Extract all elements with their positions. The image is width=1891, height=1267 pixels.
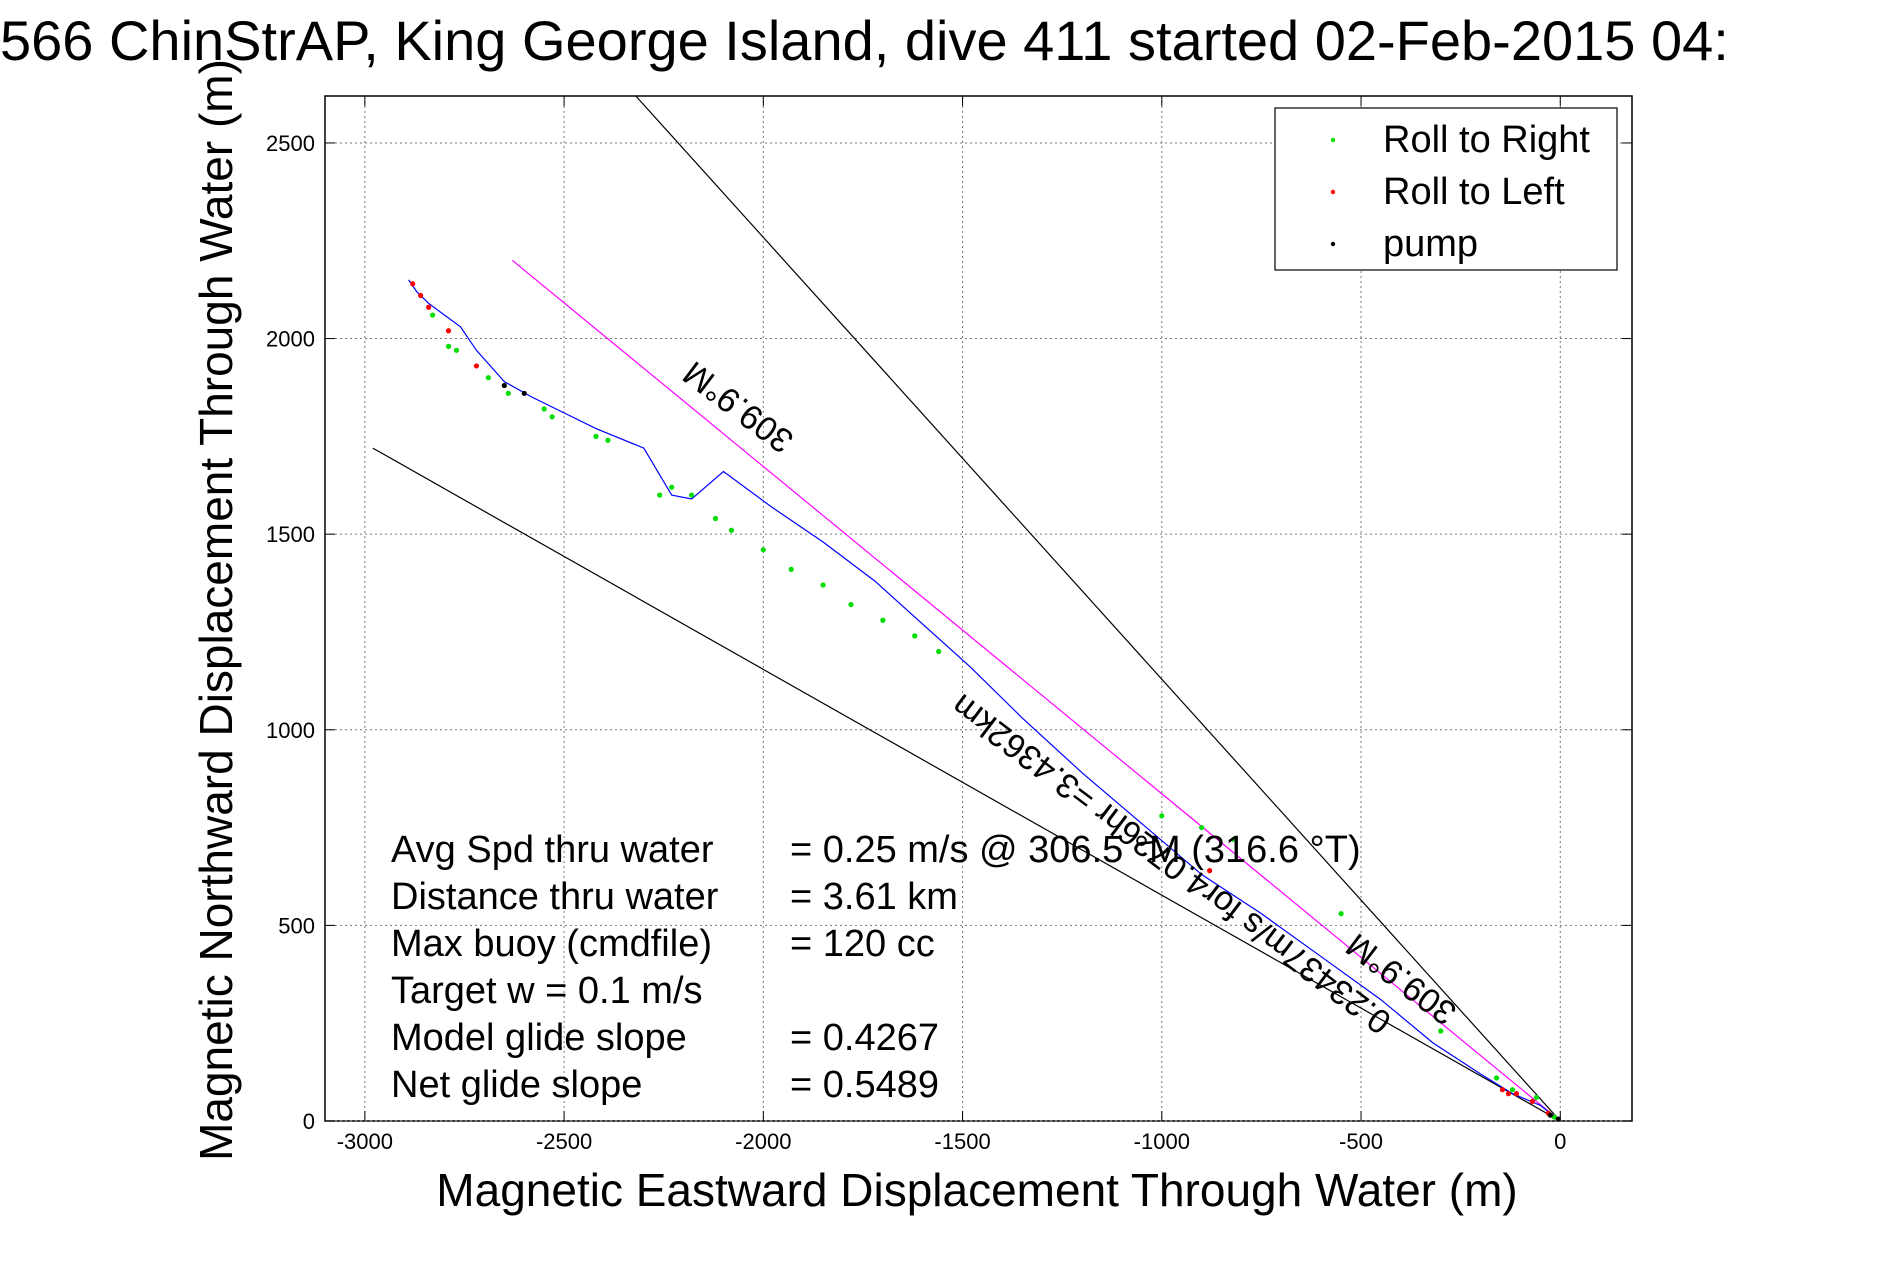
data-point [445,343,452,349]
data-point [445,328,452,334]
data-point [605,437,611,443]
stat-label: Distance thru water [391,876,719,918]
stat-label: Avg Spd thru water [391,829,714,871]
data-point [1551,1114,1557,1120]
stat-label: Max buoy (cmdfile) [391,923,712,965]
legend-label: Roll to Left [1383,171,1565,213]
x-tick-label: -1500 [934,1129,990,1154]
y-axis-label: Magnetic Northward Displacement Through … [190,59,242,1161]
stat-label: Net glide slope [391,1064,642,1106]
legend: Roll to Right Roll to Left pump [1274,107,1618,271]
data-point [657,492,663,498]
data-point [848,601,854,608]
data-point [760,547,766,553]
stats-block: Avg Spd thru water = 0.25 m/s @ 306.5 °M … [391,829,1361,1106]
legend-label: Roll to Right [1383,119,1590,161]
y-tick-label: 2000 [266,327,315,352]
stat-label: Model glide slope [391,1017,687,1059]
legend-label: pump [1383,223,1478,265]
x-tick-label: -500 [1339,1129,1383,1154]
data-point [1555,1116,1561,1122]
data-point [912,633,918,639]
axes-box [324,95,1633,1122]
data-point [880,617,886,623]
points [410,281,1561,1122]
x-tick-label: -2500 [536,1129,592,1154]
data-point [1529,1098,1535,1105]
data-point [1547,1112,1553,1118]
line-annotation: 309.9°M [676,353,800,460]
data-point [1513,1091,1520,1097]
x-tick-label: -2000 [735,1129,791,1154]
legend-marker [1330,137,1336,143]
data-point [505,390,511,396]
reference-lines [372,95,1561,1122]
data-point [549,414,555,420]
track-line [408,279,1561,1122]
data-point [453,347,460,353]
data-point [593,433,599,439]
data-point [410,281,416,287]
data-point [1199,824,1205,831]
legend-marker [1330,241,1336,247]
data-point [1338,911,1344,917]
data-point [1438,1028,1444,1034]
data-point [936,648,942,655]
y-tick-label: 0 [303,1109,315,1134]
chart-title: 566 ChinStrAP, King George Island, dive … [0,9,1729,72]
stat-label: Target w = 0.1 m/s [391,970,703,1012]
data-point [1230,836,1237,842]
data-point [688,492,695,498]
data-point [1499,1087,1506,1093]
data-point [1207,868,1213,874]
data-point [426,304,432,310]
data-point [788,566,794,572]
x-tick-label: -3000 [337,1129,393,1154]
data-point [1533,1094,1539,1101]
y-tick-label: 2500 [266,131,315,156]
x-axis-label: Magnetic Eastward Displacement Through W… [436,1164,1517,1216]
legend-marker [1330,189,1336,195]
y-tick-label: 1500 [266,522,315,547]
data-point [521,390,527,396]
data-point [820,582,826,588]
reference-line [635,95,1561,1122]
y-tick-label: 1000 [266,718,315,743]
stat-value: = 0.4267 [790,1017,939,1059]
data-point [728,527,735,533]
data-point [1505,1091,1512,1097]
data-point [1509,1087,1516,1093]
data-point [669,484,675,490]
track [408,279,1561,1122]
data-point [429,312,436,318]
data-point [418,292,424,299]
x-tick-label: -1000 [1134,1129,1190,1154]
stat-value: = 3.61 km [790,876,958,918]
stat-value: = 120 cc [790,923,935,965]
data-point [473,363,480,369]
stat-value: = 0.5489 [790,1064,939,1106]
data-point [501,382,507,389]
data-point [1159,813,1165,819]
data-point [541,406,547,412]
x-tick-label: 0 [1554,1129,1566,1154]
stat-value: = 0.25 m/s @ 306.5 °M (316.6 °T) [790,829,1361,871]
data-point [1493,1075,1500,1081]
reference-line [372,447,1561,1122]
data-point [712,515,719,522]
reference-line [511,259,1561,1122]
ticks: -3000 -2500 -2000 -1500 -1000 -500 0 0 500 1000 15… [266,96,1632,1154]
data-point [485,375,491,381]
y-tick-label: 500 [278,913,315,938]
